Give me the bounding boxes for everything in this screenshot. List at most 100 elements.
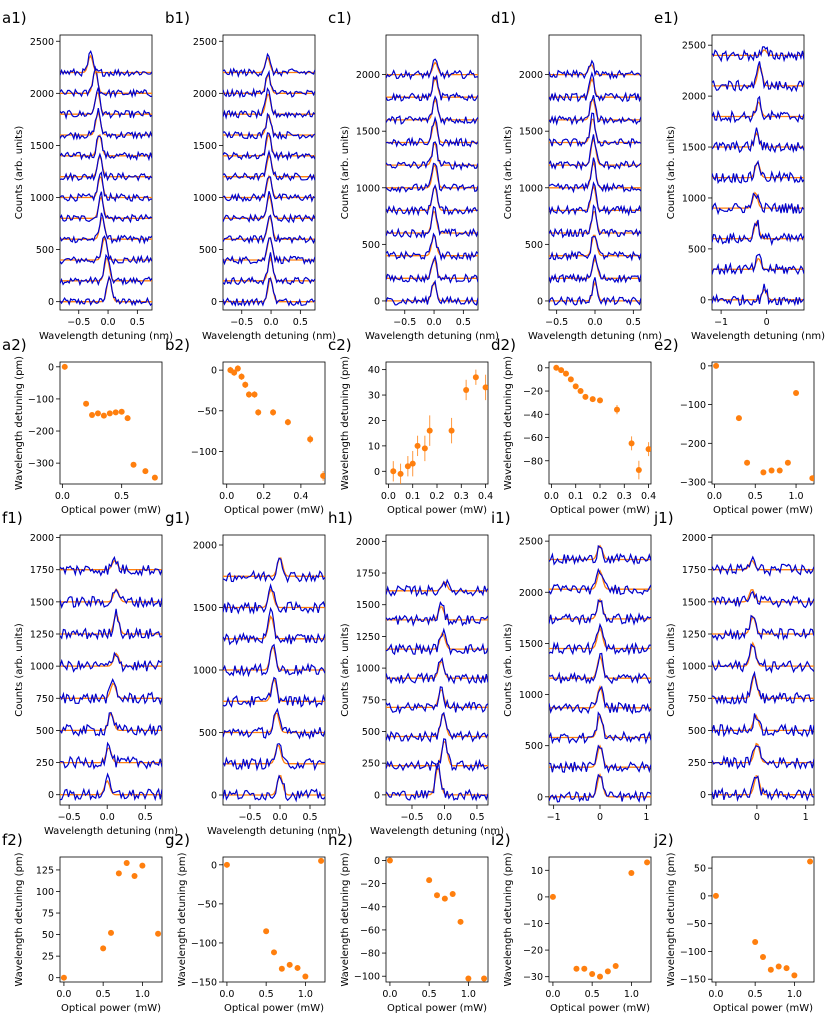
- data-point: [139, 862, 146, 869]
- axes-frame: [59, 361, 163, 485]
- fit-curve: [223, 93, 315, 115]
- data-point: [409, 460, 416, 467]
- panel-b1: b1) −0.5 0.0 0.5 0 500 1000 1500 2000 2500 Wavelen…: [165, 9, 336, 342]
- spectrum-trace: [60, 212, 152, 245]
- y-tick-label: 0: [700, 295, 706, 306]
- spectrum-trace: [712, 95, 804, 124]
- data-point: [320, 472, 325, 479]
- x-tick-label: 0.0: [219, 989, 234, 1000]
- x-tick-label: 0.0: [708, 989, 723, 1000]
- y-tick-label: −150: [191, 978, 217, 989]
- data-point: [582, 393, 589, 400]
- data-point: [760, 469, 767, 476]
- plot-area: [712, 46, 804, 307]
- y-axis-label: Wavelength detuning (pm): [177, 852, 188, 986]
- axes-frame: [548, 34, 642, 311]
- panel-label: f1): [2, 509, 23, 527]
- panel-d2: d2) 0.0 0.1 0.2 0.3 0.4 0 −20 −40 −60 −80 Optical p…: [491, 336, 656, 516]
- spectrum-trace: [712, 61, 804, 93]
- fit-curve: [712, 742, 814, 764]
- x-tick-label: 0.5: [96, 989, 111, 1000]
- data-point: [482, 384, 488, 391]
- data-point: [286, 961, 293, 968]
- y-tick-label: −30: [523, 972, 543, 983]
- y-tick-label: 500: [525, 240, 543, 251]
- spectrum-trace: [386, 279, 478, 306]
- spectrum-trace: [223, 707, 325, 740]
- plot-area: [549, 59, 641, 307]
- x-axis-label: Optical power (mW): [387, 1003, 487, 1014]
- panel-i2: i2) 0.0 0.5 1.0 10 0 −10 −20 −30 Optical power (m…: [491, 831, 652, 1014]
- spectrum-trace: [60, 275, 152, 307]
- plot-area: [227, 365, 325, 481]
- fit-curve: [60, 612, 162, 635]
- x-axis-label: Optical power (mW): [224, 505, 324, 516]
- y-tick-label: 500: [199, 728, 217, 739]
- axes-frame: [385, 34, 479, 311]
- spectrum-trace: [223, 676, 325, 709]
- data-point: [123, 860, 130, 867]
- y-axis-label: Wavelength detuning (pm): [503, 852, 514, 986]
- data-point: [255, 409, 262, 416]
- data-point: [404, 463, 411, 470]
- x-tick-label: 0.0: [100, 317, 115, 328]
- y-tick-label: 1000: [356, 183, 380, 194]
- spectrum-trace: [60, 588, 162, 609]
- spectrum-trace: [549, 95, 641, 126]
- spectrum-trace: [712, 46, 804, 63]
- y-tick-label: 500: [362, 240, 380, 251]
- panel-h2: h2) 0.0 0.5 1.0 0 −20 −40 −60 −80 −100 Optical pow…: [328, 831, 489, 1014]
- spectrum-trace: [386, 656, 488, 685]
- y-tick-label: 0: [211, 297, 217, 308]
- y-axis-label: Counts (arb. units): [666, 623, 677, 717]
- data-point: [426, 427, 433, 434]
- plot-area: [390, 369, 488, 484]
- spectrum-trace: [60, 772, 162, 802]
- y-tick-label: 40: [368, 365, 380, 376]
- fit-curve: [60, 91, 152, 115]
- axes-frame: [222, 361, 326, 485]
- panel-label: i1): [491, 509, 511, 527]
- y-tick-label: 500: [36, 245, 54, 256]
- y-axis-label: Counts (arb. units): [666, 126, 677, 220]
- axes-frame: [385, 856, 489, 983]
- y-tick-label: 0: [374, 467, 380, 478]
- data-point: [245, 391, 252, 398]
- spectrum-trace: [60, 712, 162, 737]
- fit-curve: [549, 280, 641, 302]
- y-tick-label: −20: [360, 879, 380, 890]
- data-point: [775, 963, 782, 970]
- fit-curve: [549, 257, 641, 279]
- y-tick-label: 750: [688, 694, 706, 705]
- x-tick-label: 0.0: [707, 491, 722, 502]
- data-point: [441, 895, 448, 902]
- y-tick-label: 500: [199, 245, 217, 256]
- panel-label: e2): [654, 336, 679, 354]
- x-axis-label: Wavelength detuning (nm): [370, 826, 504, 837]
- fit-curve: [386, 713, 488, 738]
- data-point: [793, 389, 800, 396]
- y-tick-label: −300: [28, 459, 54, 470]
- data-point: [112, 409, 119, 416]
- x-tick-label: 0.1: [568, 491, 583, 502]
- x-axis-label: Wavelength detuning (nm): [365, 331, 499, 342]
- data-point: [784, 459, 791, 466]
- data-point: [752, 939, 759, 945]
- fit-curve: [549, 654, 651, 679]
- y-tick-label: −100: [28, 394, 54, 405]
- data-point: [108, 929, 114, 936]
- axes-frame: [711, 361, 815, 485]
- spectrum-trace: [712, 555, 814, 577]
- data-point: [768, 467, 775, 474]
- fit-curve: [386, 767, 488, 796]
- y-axis-label: Counts (arb. units): [14, 126, 25, 220]
- spectrum-trace: [386, 738, 488, 772]
- fit-curve: [60, 711, 162, 732]
- panel-label: b2): [165, 336, 190, 354]
- data-point: [472, 374, 479, 381]
- data-point: [284, 419, 291, 426]
- fit-curve: [386, 163, 478, 189]
- y-tick-label: −80: [523, 456, 543, 467]
- y-tick-label: 75: [42, 909, 54, 920]
- spectrum-trace: [386, 627, 488, 656]
